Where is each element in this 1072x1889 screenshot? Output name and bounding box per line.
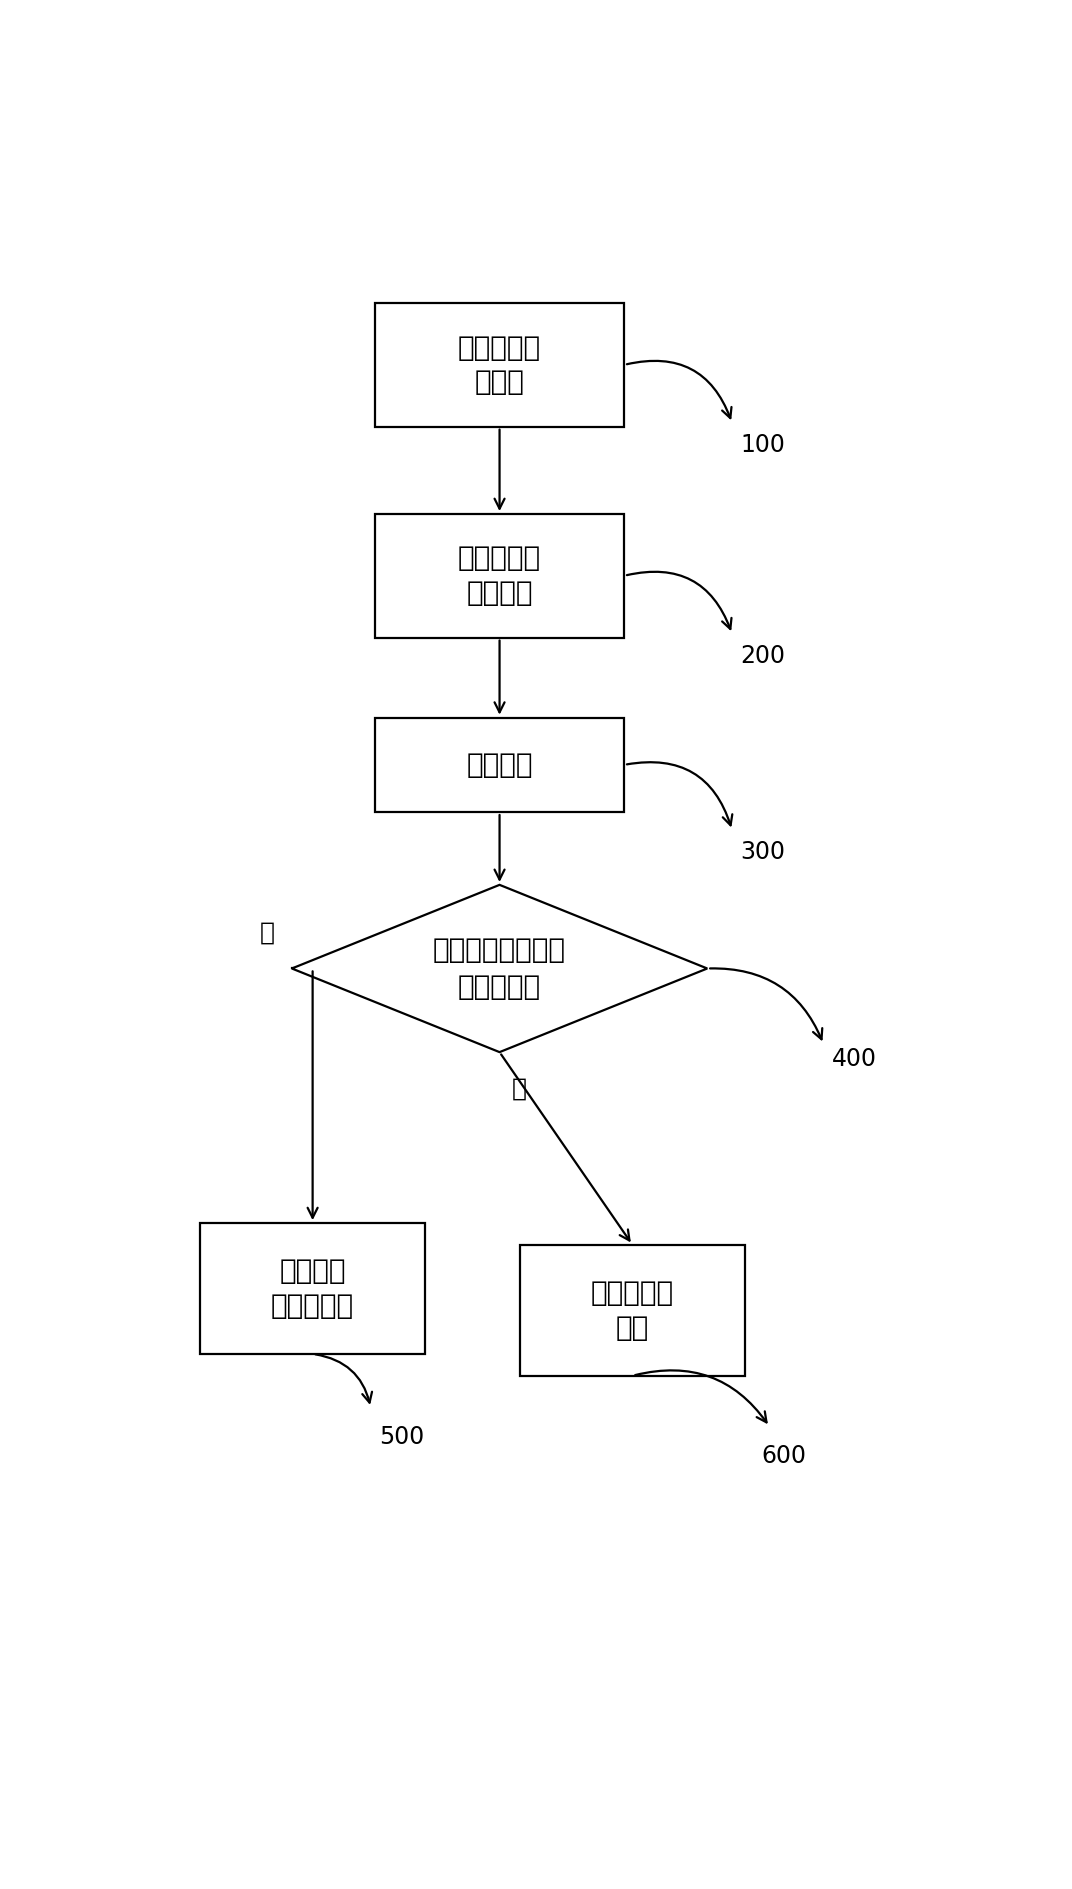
Text: 继续使用
该频谱空穴: 继续使用 该频谱空穴 xyxy=(271,1258,354,1320)
Text: 600: 600 xyxy=(761,1443,806,1468)
Text: 200: 200 xyxy=(741,644,786,669)
Bar xyxy=(200,1222,425,1354)
Text: 300: 300 xyxy=(741,841,786,863)
Text: 正交双极化
天线接收: 正交双极化 天线接收 xyxy=(458,544,541,606)
Text: 400: 400 xyxy=(832,1047,877,1071)
Polygon shape xyxy=(292,884,708,1052)
Bar xyxy=(375,514,624,638)
Text: 是: 是 xyxy=(512,1077,527,1101)
Bar xyxy=(520,1245,745,1375)
Text: 退避该频谱
空穴: 退避该频谱 空穴 xyxy=(591,1279,674,1341)
Text: 100: 100 xyxy=(741,433,786,457)
Text: 频谱感知: 频谱感知 xyxy=(466,750,533,778)
Text: 判定授权用户信号
是否出现？: 判定授权用户信号 是否出现？ xyxy=(433,937,566,1001)
Bar xyxy=(375,718,624,812)
Bar xyxy=(375,302,624,427)
Text: 否: 否 xyxy=(260,920,276,944)
Text: 500: 500 xyxy=(379,1424,425,1449)
Text: 到达授权用
户信号: 到达授权用 户信号 xyxy=(458,334,541,397)
